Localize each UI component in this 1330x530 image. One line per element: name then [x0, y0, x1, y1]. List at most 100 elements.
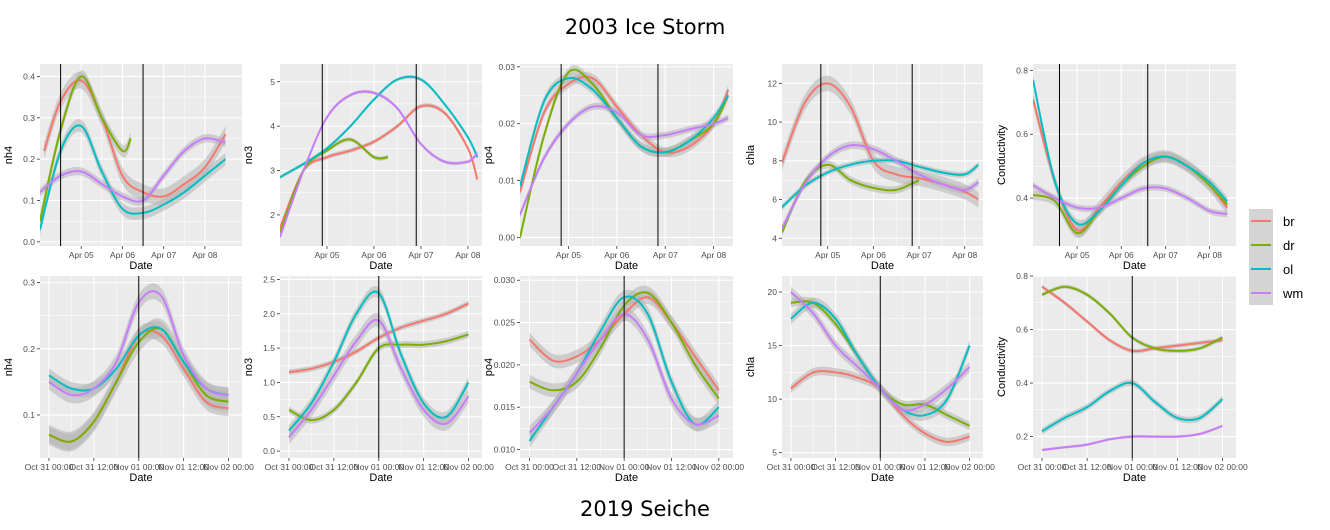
plot-area [288, 276, 470, 458]
y-tick-label: 0.6 [1016, 129, 1028, 139]
y-axis-label: Conductivity [996, 125, 1008, 185]
confidence-band-wm [40, 134, 226, 206]
x-tick-label: Nov 02 00:00 [944, 462, 995, 472]
x-tick-label: Nov 02 00:00 [203, 462, 254, 472]
x-axis-label: Date [129, 260, 152, 272]
y-tick-label: 0.025 [494, 318, 516, 328]
legend-item-ol: ol [1249, 257, 1293, 281]
x-tick-label: Nov 01 12:00 [900, 462, 951, 472]
y-axis-label: chla [745, 356, 757, 377]
x-axis-label: Date [871, 260, 894, 272]
x-axis-label: Date [129, 472, 152, 484]
series-line-dr [40, 75, 132, 222]
x-tick-label: Oct 31 00:00 [25, 462, 74, 472]
legend-label: dr [1283, 238, 1295, 253]
plot-area [1041, 276, 1224, 458]
series-line-br [520, 75, 730, 193]
y-tick-label: 0.4 [23, 71, 35, 81]
plot-area [280, 64, 479, 246]
x-tick-label: Apr 05 [815, 250, 840, 260]
x-tick-label: Oct 31 00:00 [767, 462, 816, 472]
y-tick-label: 0.1 [23, 196, 35, 206]
x-tick-label: Apr 05 [69, 250, 94, 260]
x-tick-label: Oct 31 00:00 [265, 462, 314, 472]
x-tick-label: Apr 07 [907, 250, 932, 260]
confidence-band-wm [782, 141, 979, 233]
y-axis-label: chla [745, 144, 757, 165]
x-tick-label: Apr 05 [556, 250, 581, 260]
x-tick-label: Nov 01 12:00 [1152, 462, 1203, 472]
y-tick-label: 5 [772, 448, 777, 458]
x-axis-label: Date [871, 472, 894, 484]
y-tick-label: 6 [772, 195, 777, 205]
x-tick-label: Apr 06 [361, 250, 386, 260]
y-tick-label: 1.0 [263, 377, 275, 387]
series-line-ol [520, 76, 730, 187]
series-line-wm [520, 105, 729, 216]
x-tick-label: Apr 05 [314, 250, 339, 260]
y-tick-label: 0.6 [1016, 325, 1028, 335]
title-bottom: 2019 Seiche [580, 497, 710, 521]
plot-area [790, 276, 971, 458]
legend-item-br: br [1249, 209, 1295, 233]
x-tick-label: Oct 31 12:00 [70, 462, 119, 472]
legend-item-dr: dr [1249, 233, 1295, 257]
x-tick-label: Nov 01 00:00 [113, 462, 164, 472]
y-tick-label: 0.4 [1016, 193, 1028, 203]
y-axis-label: no3 [243, 358, 255, 376]
x-tick-label: Nov 01 12:00 [158, 462, 209, 472]
panel-0-1: 2 3 4 5 Apr 05 Apr 06 Apr 07 Apr 08 Date no3 [243, 64, 482, 272]
panel-1-2: 0.010 0.015 0.020 0.025 0.030 Oct 31 00:00Oct… [483, 275, 744, 484]
title-top: 2003 Ice Storm [565, 15, 726, 39]
y-tick-label: 2.5 [263, 274, 275, 284]
series-line-wm [1033, 184, 1228, 216]
y-tick-label: 2 [270, 210, 275, 220]
series-line-dr [1033, 155, 1228, 235]
x-tick-label: Nov 01 00:00 [855, 462, 906, 472]
legend-item-wm: wm [1249, 281, 1303, 305]
x-tick-label: Apr 07 [1153, 250, 1178, 260]
series-line-ol [782, 159, 980, 209]
series-line-ol [40, 124, 227, 230]
x-tick-label: Apr 06 [604, 250, 629, 260]
y-tick-label: 0.0 [23, 237, 35, 247]
y-tick-label: 0.03 [498, 62, 515, 72]
x-tick-label: Nov 01 12:00 [398, 462, 449, 472]
y-tick-label: 0.01 [498, 176, 515, 186]
series-line-wm [40, 137, 226, 203]
x-tick-label: Apr 05 [1065, 250, 1090, 260]
panel-0-2: 0.00 0.01 0.02 0.03 Apr 05 Apr 06 Apr 07 Apr 08… [483, 62, 733, 272]
y-tick-label: 10 [768, 117, 778, 127]
x-tick-label: Apr 07 [653, 250, 678, 260]
y-tick-label: 2.0 [263, 309, 275, 319]
y-tick-label: 0.2 [23, 344, 35, 354]
plot-area [48, 276, 229, 458]
y-tick-label: 0.015 [494, 402, 516, 412]
confidence-band-wm [529, 307, 719, 440]
x-tick-label: Nov 02 00:00 [694, 462, 745, 472]
y-tick-label: 10 [768, 394, 778, 404]
confidence-band-ol [289, 286, 469, 436]
series-line-ol [280, 75, 479, 179]
panel-0-0: 0.0 0.1 0.2 0.3 0.4 Apr 05 Apr 06 Apr 07 Apr 08 D… [3, 64, 242, 272]
x-tick-label: Oct 31 12:00 [310, 462, 359, 472]
y-tick-label: 0.2 [23, 154, 35, 164]
x-tick-label: Nov 02 00:00 [443, 462, 494, 472]
series-line-br [43, 79, 227, 198]
x-tick-label: Nov 02 00:00 [1197, 462, 1248, 472]
y-tick-label: 0.2 [1016, 432, 1028, 442]
y-tick-label: 0.020 [494, 360, 516, 370]
x-tick-label: Apr 06 [1109, 250, 1134, 260]
y-tick-label: 20 [768, 287, 778, 297]
plot-area [520, 64, 730, 246]
x-axis-label: Date [369, 472, 392, 484]
y-axis-label: nh4 [3, 358, 15, 376]
legend-label: ol [1283, 262, 1293, 277]
legend-label: br [1283, 214, 1295, 229]
plot-area [528, 276, 720, 458]
confidence-band-br [782, 75, 979, 208]
